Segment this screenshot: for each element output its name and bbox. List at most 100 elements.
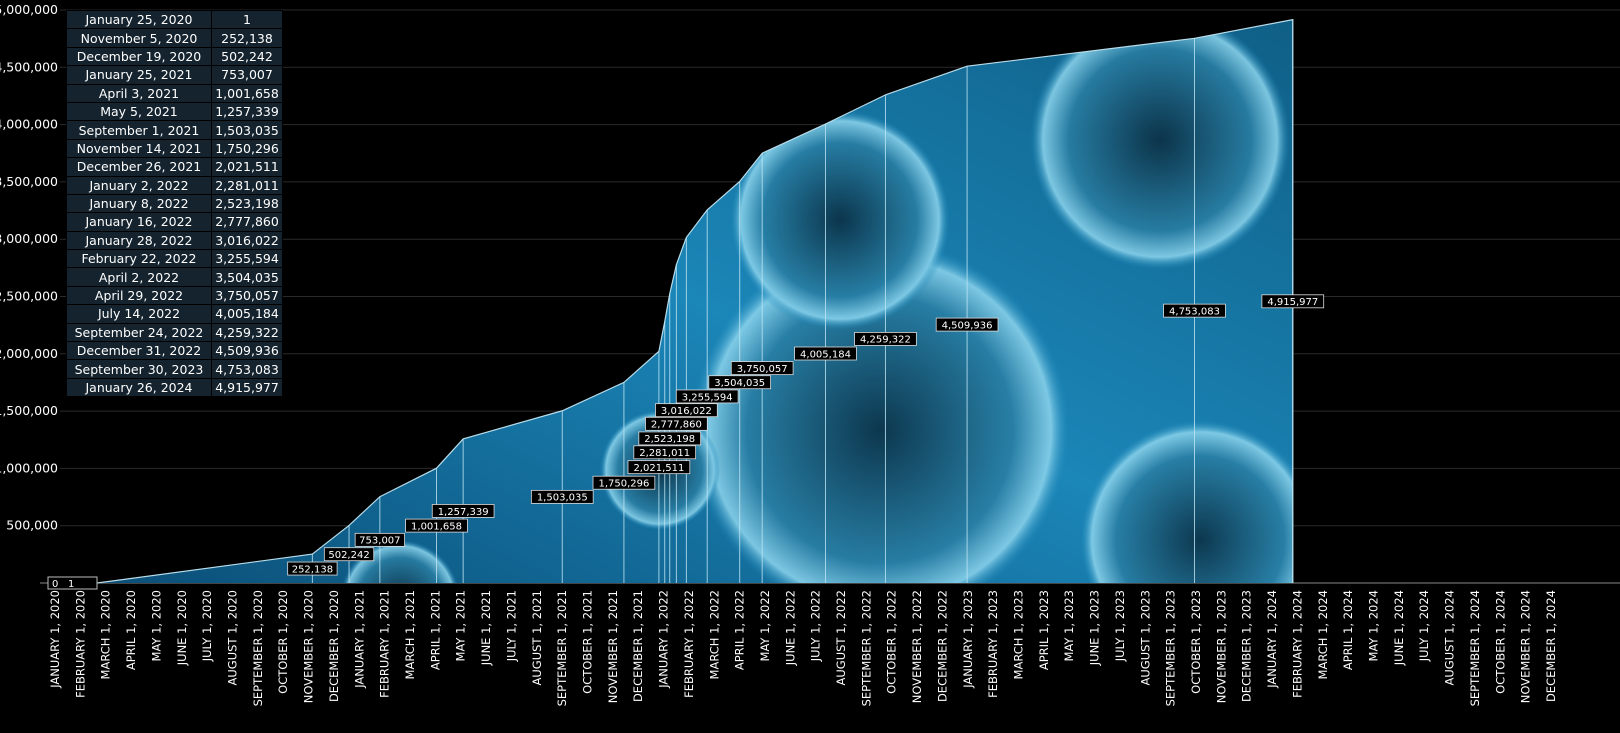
data-label: 4,259,322 [860,335,911,346]
table-value: 3,504,035 [211,267,283,287]
table-row: January 8, 2022 2,523,198 [66,193,283,214]
table-date: April 29, 2022 [66,285,212,306]
x-tick-label: MAY 1, 2023 [1062,590,1076,661]
x-tick-label: AUGUST 1, 2021 [530,590,544,686]
x-tick-label: NOVEMBER 1, 2021 [606,590,620,703]
x-tick-label: JUNE 1, 2022 [783,590,797,666]
x-axis: JANUARY 1, 2020 FEBRUARY 1, 2020 MARCH 1, … [48,590,1558,706]
data-label: 1,257,339 [438,507,489,518]
data-label-box [794,346,857,361]
data-label: 3,255,594 [682,392,733,403]
table-value: 2,021,511 [211,157,283,177]
x-tick-label: MARCH 1, 2022 [707,590,721,679]
table-date: December 31, 2022 [66,341,212,361]
table-date: November 5, 2020 [66,28,212,48]
data-label-box [638,431,702,446]
table-row: February 22, 2022 3,255,594 [66,249,283,269]
x-tick-label: DECEMBER 1, 2021 [631,590,645,702]
area-line [96,18,1294,584]
x-tick-label: FEBRUARY 1, 2023 [986,590,1000,698]
x-tick-label: OCTOBER 1, 2021 [580,590,594,694]
x-tick-label: DECEMBER 1, 2020 [327,590,341,702]
data-label: 2,281,011 [639,448,690,459]
table-row: January 25, 2020 1 [66,9,283,30]
table-date: September 30, 2023 [66,359,212,379]
x-tick-label: FEBRUARY 1, 2020 [73,590,87,698]
data-label-box [354,532,405,547]
x-tick-label: MARCH 1, 2024 [1316,590,1330,679]
data-label: 2,777,860 [651,420,702,431]
table-value: 252,138 [211,28,283,48]
table-value: 1,001,658 [211,83,283,103]
table-value: 4,005,184 [211,304,283,324]
data-label-box [1261,294,1325,309]
table-value: 4,753,083 [211,359,283,379]
x-tick-label: JANUARY 1, 2023 [961,590,975,689]
x-tick-label: NOVEMBER 1, 2024 [1519,590,1533,703]
data-label-box [287,561,338,576]
x-tick-label: MAY 1, 2024 [1367,590,1381,661]
table-row: April 29, 2022 3,750,057 [66,285,283,306]
x-tick-label: SEPTEMBER 1, 2022 [859,590,873,706]
data-label-box [675,389,739,404]
x-tick-label: DECEMBER 1, 2023 [1240,590,1254,702]
y-tick-label: 500,000 [6,518,58,533]
x-tick-label: AUGUST 1, 2022 [834,590,848,686]
x-tick-label: DECEMBER 1, 2022 [935,590,949,702]
table-value: 3,016,022 [211,230,283,251]
data-label-box [854,332,917,346]
table-value: 1 [211,9,283,30]
virus-shape [1030,19,1290,270]
table-row: January 28, 2022 3,016,022 [66,230,283,251]
data-label: 4,915,977 [1267,297,1318,308]
table-date: December 26, 2021 [66,157,212,177]
x-tick-label: JANUARY 1, 2024 [1265,590,1279,689]
y-tick-label: 2,000,000 [0,346,58,361]
table-date: January 25, 2021 [66,65,212,85]
table-value: 2,523,198 [211,193,283,214]
x-tick-label: OCTOBER 1, 2020 [276,590,290,694]
data-label-box [323,547,375,562]
data-label-box [627,460,691,475]
table-value: 1,257,339 [211,101,283,122]
y-tick-label: 1,500,000 [0,403,58,418]
x-tick-label: JUNE 1, 2021 [479,590,493,666]
x-tick-label: MARCH 1, 2020 [99,590,113,679]
table-date: January 2, 2022 [66,175,212,195]
table-row: December 19, 2020 502,242 [66,46,283,67]
table-row: December 31, 2022 4,509,936 [66,341,283,361]
table-date: January 28, 2022 [66,230,212,251]
table-date: January 26, 2024 [66,377,212,398]
x-tick-label: AUGUST 1, 2024 [1443,590,1457,686]
x-tick-label: JULY 1, 2020 [200,590,214,662]
data-label: 1,750,296 [598,479,649,490]
x-tick-label: MAY 1, 2022 [758,590,772,661]
virus-shape [1080,420,1293,584]
x-tick-label: OCTOBER 1, 2023 [1189,590,1203,694]
virus-shape [340,540,460,584]
x-tick-label: APRIL 1, 2022 [733,590,747,670]
x-tick-label: NOVEMBER 1, 2022 [910,590,924,703]
x-tick-label: JULY 1, 2024 [1417,590,1431,662]
data-label-box [592,475,656,490]
x-tick-label: SEPTEMBER 1, 2024 [1468,590,1482,706]
x-tick-label: SEPTEMBER 1, 2023 [1164,590,1178,706]
table-row: January 25, 2021 753,007 [66,65,283,85]
table-date: May 5, 2021 [66,101,212,122]
x-tick-label: OCTOBER 1, 2024 [1493,590,1507,694]
data-label: 4,509,936 [942,320,993,331]
x-tick-label: JANUARY 1, 2021 [352,590,366,689]
x-tick-label: MARCH 1, 2023 [1012,590,1026,679]
table-date: January 16, 2022 [66,212,212,232]
data-label-box [935,317,999,332]
table-date: April 3, 2021 [66,83,212,103]
data-label: 252,138 [292,564,333,575]
table-row: May 5, 2021 1,257,339 [66,101,283,122]
x-tick-label: JANUARY 1, 2020 [48,590,62,689]
start-label: 0 [52,579,58,590]
x-tick-label: AUGUST 1, 2023 [1138,590,1152,686]
data-label-box [708,375,771,390]
table-value: 2,777,860 [211,212,283,232]
data-table: January 25, 2020 1 November 5, 2020 252,138… [66,9,283,398]
